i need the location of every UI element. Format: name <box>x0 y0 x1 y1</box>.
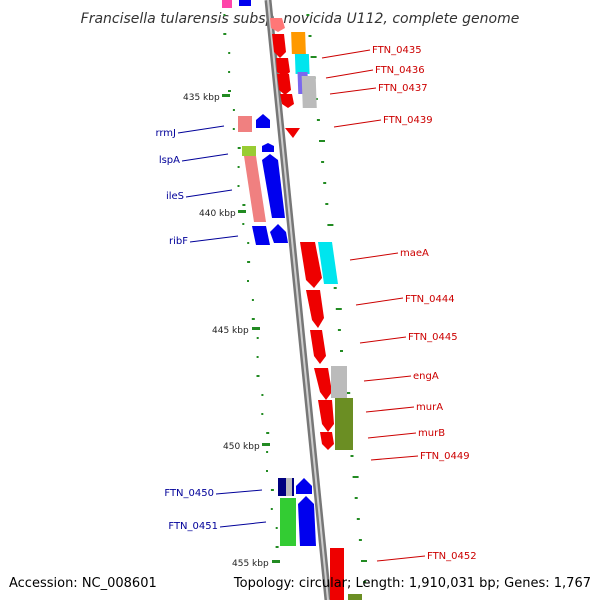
gc-tick <box>228 71 231 73</box>
gc-tick <box>325 203 329 205</box>
gc-tick <box>323 182 327 184</box>
topology-text: Topology: circular; Length: 1,910,031 bp… <box>233 576 591 591</box>
gc-tick <box>308 35 312 37</box>
gc-tick <box>261 413 264 415</box>
gene-label-maea: maeA <box>400 248 429 259</box>
gc-tick <box>270 508 273 510</box>
accession-text: Accession: NC_008601 <box>9 576 157 591</box>
gene-labels-right: FTN_0435 FTN_0436 FTN_0437 FTN_0439 maeA… <box>321 45 477 562</box>
gc-tick <box>237 185 240 187</box>
gene-cluster-maea <box>300 242 353 450</box>
gc-tick <box>247 242 250 244</box>
gene-label-enga: engA <box>413 371 439 382</box>
gc-tick <box>354 497 358 499</box>
gc-tick <box>321 161 325 163</box>
gc-tick <box>223 14 226 16</box>
gc-tick <box>256 337 259 339</box>
gc-tick <box>275 527 278 529</box>
gc-tick <box>247 280 249 282</box>
gc-tick <box>319 140 325 142</box>
gc-tick <box>266 432 270 434</box>
gc-tick <box>237 166 240 168</box>
scale-label-450: 450 kbp <box>223 442 260 452</box>
gene-cluster-forward-1 <box>238 114 288 245</box>
gc-tick <box>335 308 342 310</box>
gc-tick <box>266 470 268 472</box>
scale-label-435: 435 kbp <box>183 93 220 103</box>
gene-label-rrmj: rrmJ <box>155 128 176 139</box>
gc-tick <box>242 223 245 225</box>
scale-label-455: 455 kbp <box>232 559 269 569</box>
gc-tick <box>256 375 260 377</box>
gene-label-ftn0444: FTN_0444 <box>405 294 455 305</box>
gene-label-ftn0451: FTN_0451 <box>168 521 218 532</box>
gc-tick <box>340 350 343 352</box>
gc-tick <box>352 476 359 478</box>
gc-tick <box>223 33 227 35</box>
gc-tick <box>247 261 251 263</box>
gene-label-ftn0452: FTN_0452 <box>427 551 477 562</box>
gc-tick <box>270 489 274 491</box>
gc-tick <box>316 119 320 121</box>
gene-label-iles: ileS <box>166 191 184 202</box>
gene-label-ftn0449: FTN_0449 <box>420 451 470 462</box>
gc-tick <box>344 392 351 394</box>
gene-labels-left: rrmJ lspA ileS ribF FTN_0450 FTN_0451 <box>155 125 267 532</box>
gc-tick <box>350 455 354 457</box>
gc-tick <box>256 356 259 358</box>
gene-label-ftn0435: FTN_0435 <box>372 45 422 56</box>
gc-tick <box>333 287 337 289</box>
gc-tick <box>228 52 231 54</box>
gc-tick <box>337 329 341 331</box>
gc-tick <box>242 204 246 206</box>
gene-label-ftn0445: FTN_0445 <box>408 332 458 343</box>
gene-ftn0439 <box>285 128 300 138</box>
gc-tick <box>363 581 367 583</box>
gc-tick <box>266 451 269 453</box>
gc-tick <box>232 128 235 130</box>
gc-tick <box>237 147 241 149</box>
gene-label-lspa: lspA <box>159 155 180 166</box>
feature-fragment <box>222 0 232 8</box>
gene-label-ftn0439: FTN_0439 <box>383 115 433 126</box>
feature-fragment <box>239 0 251 6</box>
gc-tick <box>327 224 334 226</box>
gc-tick <box>306 14 310 16</box>
gene-label-ftn0450: FTN_0450 <box>164 488 214 499</box>
gc-tick <box>310 56 317 58</box>
gene-cluster-ftn0435-0437 <box>270 18 317 108</box>
gc-tick <box>261 394 264 396</box>
map-title: Francisella tularensis subsp. novicida U… <box>81 11 520 27</box>
gc-tick <box>251 318 255 320</box>
gc-tick <box>361 560 367 562</box>
gene-ftn0452 <box>330 548 344 600</box>
scale-labels: 435 kbp 440 kbp 445 kbp 450 kbp 455 kbp <box>183 93 280 569</box>
gene-label-mura: murA <box>416 402 443 413</box>
gene-label-ftn0437: FTN_0437 <box>378 83 428 94</box>
feature-fragment <box>348 594 362 600</box>
gene-cluster-ftn0450-0451 <box>278 478 316 546</box>
gc-tick <box>228 90 231 92</box>
gene-label-murb: murB <box>418 428 445 439</box>
gc-tick <box>232 109 235 111</box>
gc-tick <box>275 546 279 548</box>
gene-label-ftn0436: FTN_0436 <box>375 65 425 76</box>
gc-tick <box>356 518 360 520</box>
gene-label-ribf: ribF <box>169 236 188 247</box>
gc-tick <box>358 539 362 541</box>
scale-label-445: 445 kbp <box>212 326 249 336</box>
gc-tick <box>251 299 254 301</box>
scale-label-440: 440 kbp <box>199 209 236 219</box>
